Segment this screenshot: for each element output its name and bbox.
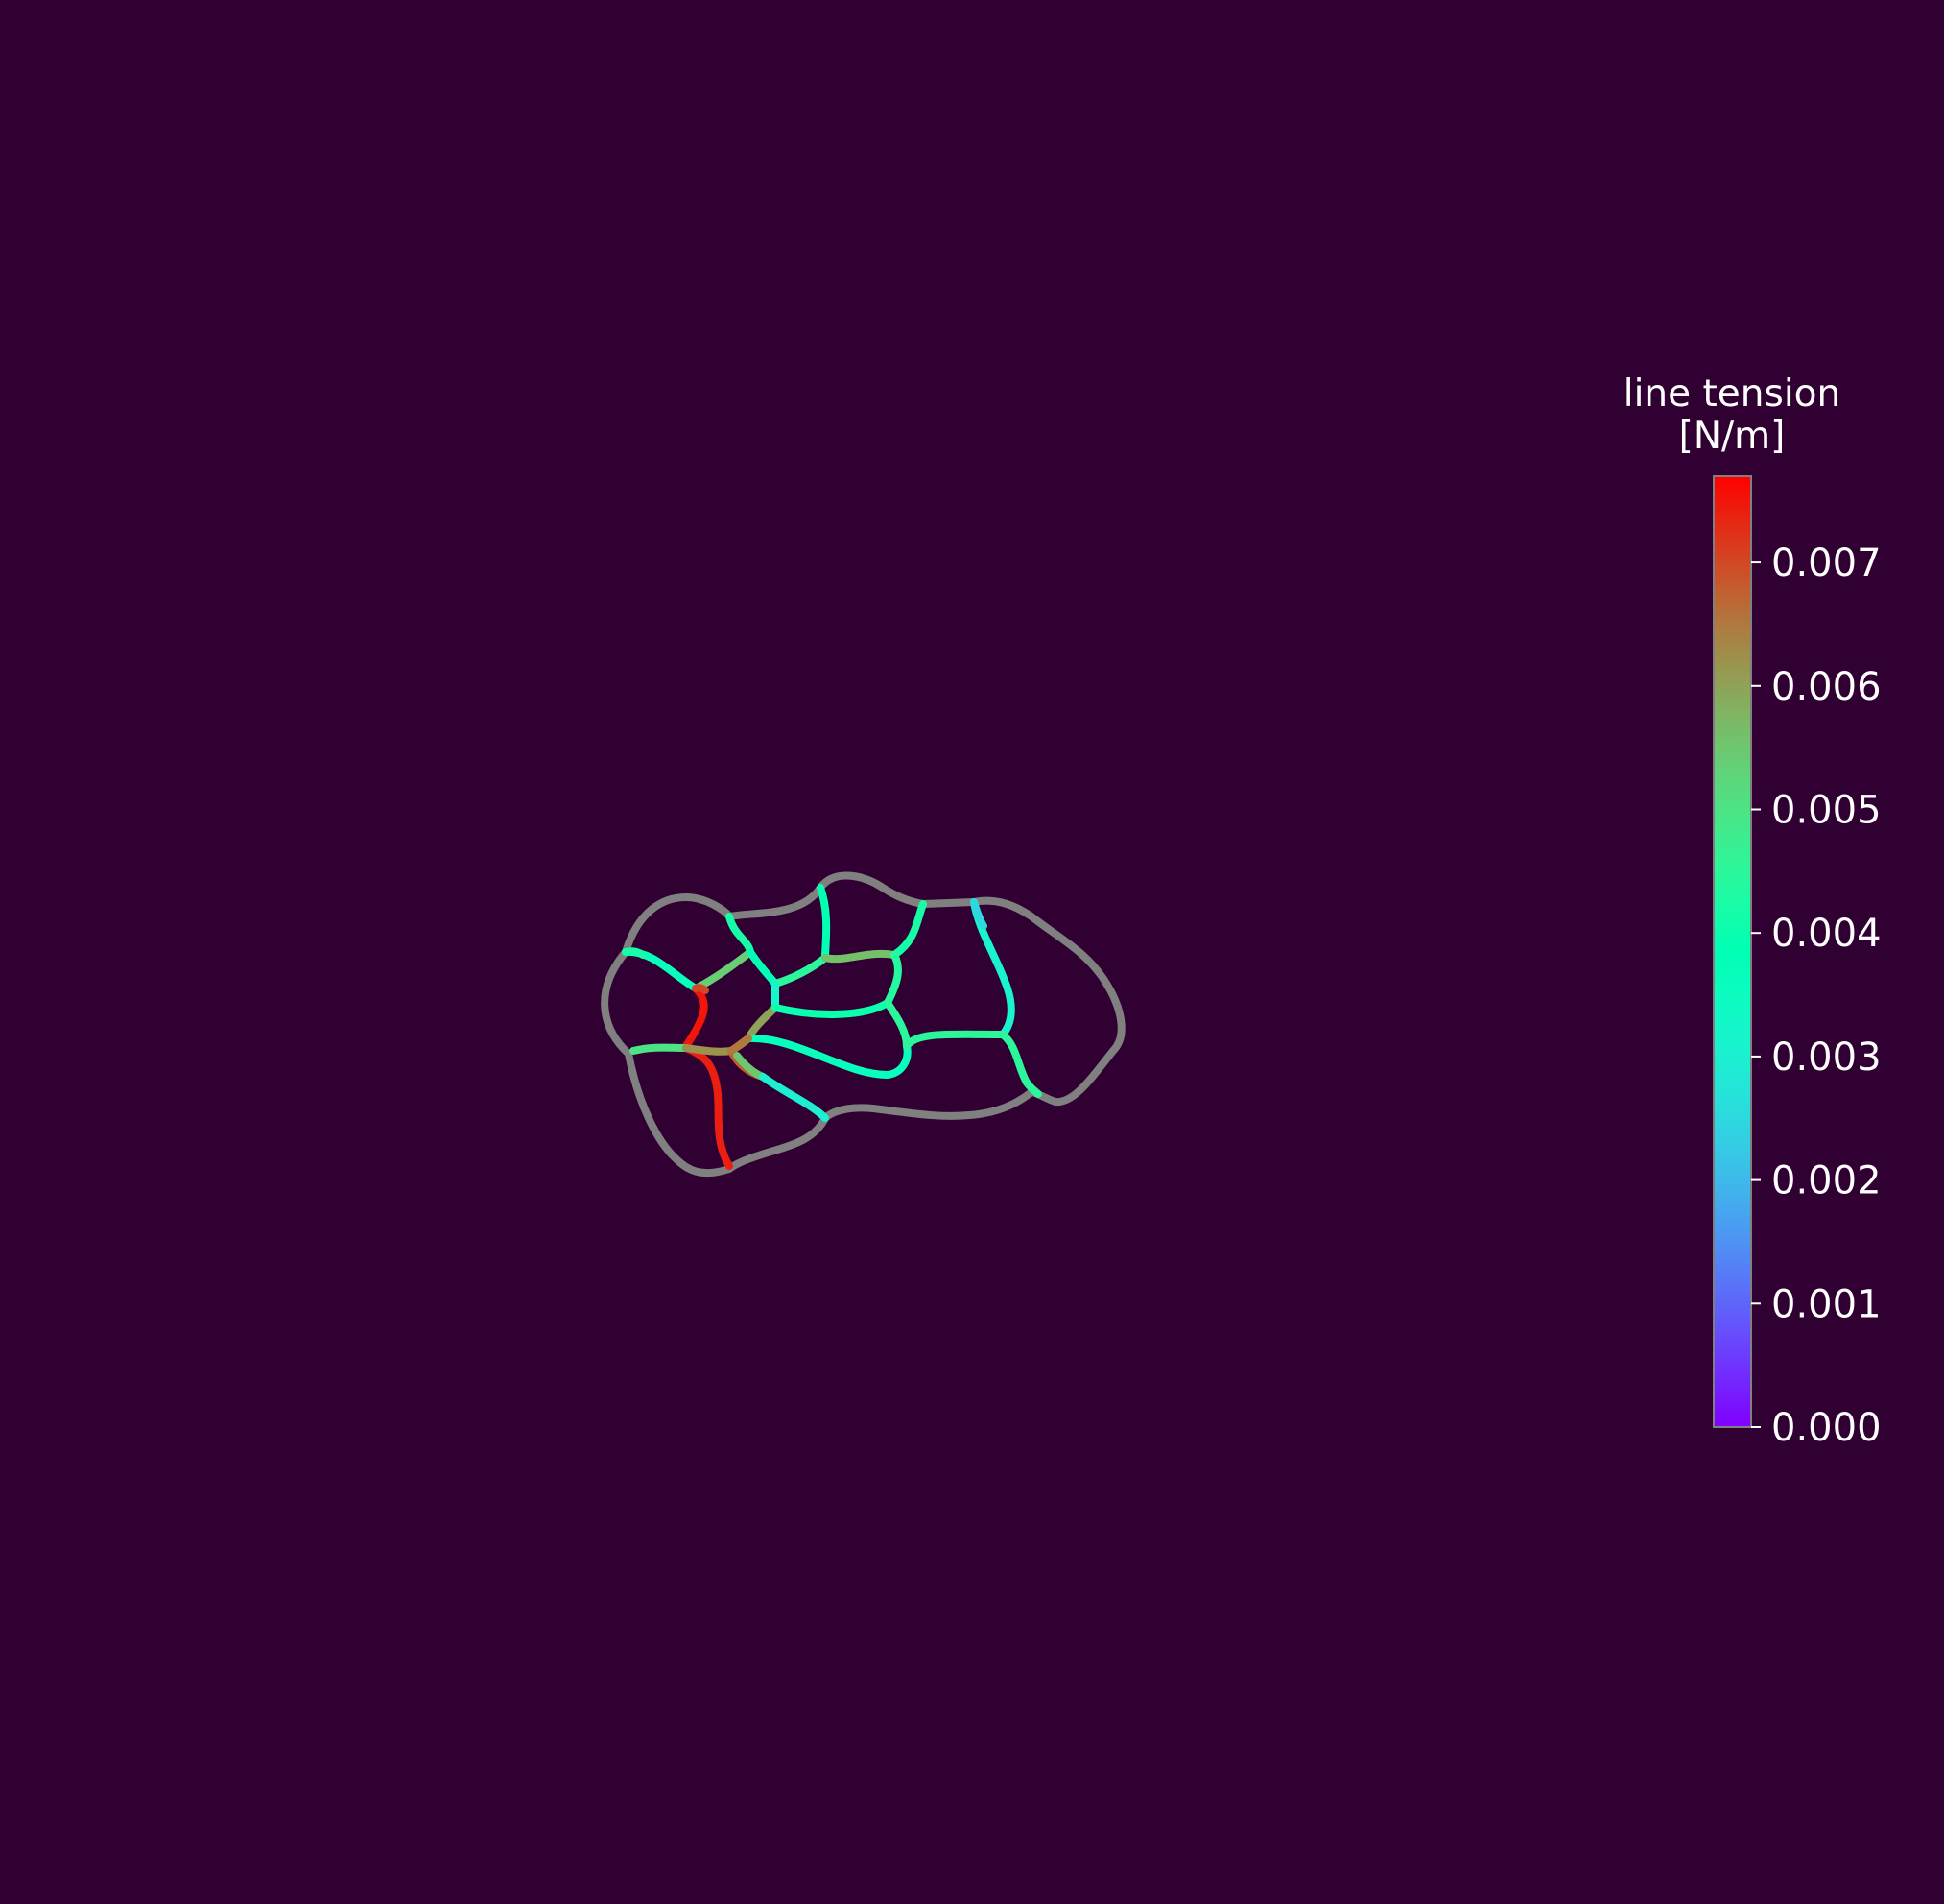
cell-edge (884, 951, 902, 1007)
colorbar-tick-label: 0.004 (1771, 912, 1882, 956)
cell-edge (771, 954, 829, 988)
cell-edge (817, 884, 831, 959)
colorbar: line tension [N/m] 0.0000.0010.0020.0030… (1624, 372, 1882, 1450)
cell-edge (745, 1034, 912, 1079)
colorbar-tick-label: 0.003 (1771, 1035, 1882, 1080)
cell-edge (629, 1043, 690, 1055)
colorbar-title-line-2: [N/m] (1679, 415, 1786, 458)
colorbar-tick-label: 0.002 (1771, 1159, 1882, 1203)
cell-edge (890, 900, 927, 959)
cell-edge (903, 1030, 1007, 1050)
edge-group (622, 884, 1042, 1170)
colorbar-tick-label: 0.001 (1771, 1282, 1882, 1326)
cell-edge (1023, 1079, 1042, 1098)
colorbar-tick-label: 0.005 (1771, 788, 1882, 832)
cell-edge (999, 1031, 1031, 1086)
colorbar-title-line-1: line tension (1624, 372, 1841, 416)
colorbar-tick-label: 0.006 (1771, 665, 1882, 709)
cell-edge (622, 947, 647, 959)
cell-edge (692, 984, 709, 994)
cell-edge (970, 898, 987, 930)
cell-edge (682, 985, 708, 1050)
colorbar-ticks: 0.000 0.001 0.002 0.003 0.004 0.005 0.006 0.007 (1751, 541, 1882, 1450)
cell-edge (682, 1044, 733, 1170)
colorbar-tick-label: 0.000 (1771, 1406, 1882, 1450)
colorbar-gradient (1713, 475, 1752, 1428)
cell-edge (821, 949, 898, 964)
cell-edge (682, 1044, 735, 1056)
cell-edge (727, 1035, 752, 1055)
colorbar-tick-label: 0.007 (1771, 541, 1882, 585)
cell-edge (759, 1073, 829, 1122)
cell-edge (771, 999, 891, 1018)
tissue-network (601, 871, 1126, 1178)
